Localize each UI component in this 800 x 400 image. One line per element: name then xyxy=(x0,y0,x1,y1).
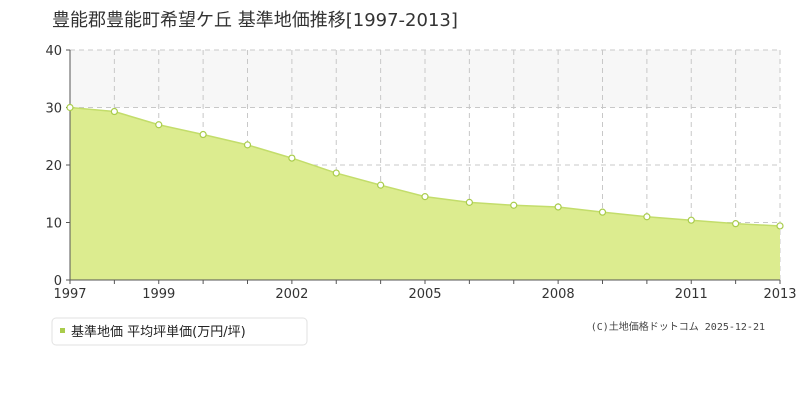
data-point xyxy=(421,193,429,201)
x-tick-label: 2011 xyxy=(675,287,708,302)
chart-title: 豊能郡豊能町希望ケ丘 基準地価推移[1997-2013] xyxy=(52,10,458,31)
y-tick-labels: 0 10 20 30 40 xyxy=(45,44,62,289)
data-point xyxy=(199,130,207,139)
data-point xyxy=(643,213,651,221)
data-point xyxy=(598,208,607,216)
x-tick-label: 2002 xyxy=(275,287,308,302)
x-tick-label: 2008 xyxy=(542,287,575,302)
data-markers xyxy=(66,103,784,230)
y-tick-label: 20 xyxy=(45,159,62,174)
legend-marker xyxy=(60,328,65,333)
data-point xyxy=(687,216,695,224)
axes xyxy=(66,49,781,284)
data-point xyxy=(732,220,740,228)
data-point xyxy=(776,222,784,230)
price-area xyxy=(70,107,780,280)
data-point xyxy=(554,203,562,211)
data-point xyxy=(465,198,473,206)
x-tick-label: 2005 xyxy=(408,287,441,302)
data-point xyxy=(332,169,340,177)
data-point xyxy=(155,121,163,129)
data-point xyxy=(288,154,296,162)
x-tick-label: 2013 xyxy=(763,287,796,302)
data-point xyxy=(243,141,252,149)
data-point xyxy=(110,107,118,116)
credit-text: (C)土地価格ドットコム 2025-12-21 xyxy=(591,320,765,333)
y-tick-label: 0 xyxy=(54,274,62,289)
x-tick-label: 1999 xyxy=(142,287,175,302)
data-point xyxy=(66,103,74,112)
x-tick-label: 1997 xyxy=(53,287,86,302)
legend: 基準地価 平均坪単価(万円/坪) xyxy=(51,317,308,346)
data-point xyxy=(377,181,385,189)
legend-label: 基準地価 平均坪単価(万円/坪) xyxy=(71,324,246,340)
x-tick-labels: 1997 1999 2002 2005 2008 2011 2013 xyxy=(53,287,796,302)
legend-box xyxy=(51,317,308,346)
data-point xyxy=(510,201,518,209)
y-tick-label: 30 xyxy=(45,102,62,117)
y-tick-label: 40 xyxy=(45,44,62,59)
y-tick-label: 10 xyxy=(45,217,62,232)
